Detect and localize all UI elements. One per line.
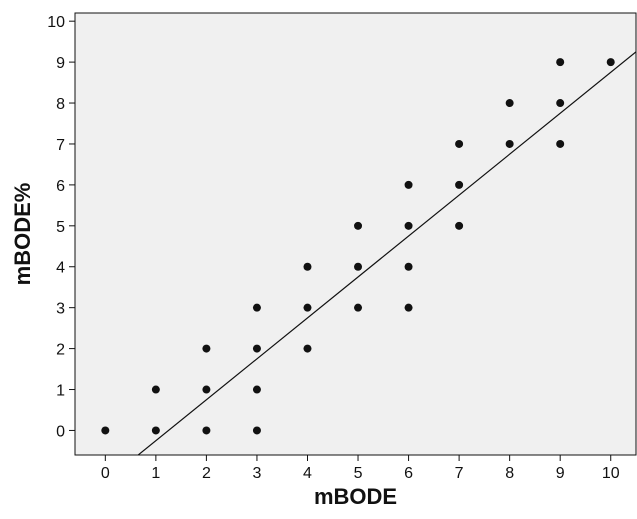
data-point xyxy=(505,99,514,108)
data-point xyxy=(354,221,363,230)
data-point xyxy=(354,262,363,271)
y-tick-label: 1 xyxy=(56,383,65,400)
data-point xyxy=(404,303,413,312)
data-point xyxy=(505,139,514,148)
y-axis-title: mBODE% xyxy=(10,183,35,286)
x-tick-label: 0 xyxy=(101,465,110,482)
x-tick-label: 10 xyxy=(602,465,620,482)
data-point xyxy=(252,303,261,312)
data-point xyxy=(151,385,160,394)
data-point xyxy=(404,180,413,189)
x-tick-label: 4 xyxy=(303,465,312,482)
y-tick-label: 8 xyxy=(56,96,65,113)
data-point xyxy=(252,385,261,394)
fit-line-layer xyxy=(137,51,636,455)
x-tick-label: 2 xyxy=(202,465,211,482)
x-tick-label: 6 xyxy=(404,465,413,482)
plot-area xyxy=(74,12,637,456)
x-tick-label: 7 xyxy=(455,465,464,482)
data-point xyxy=(354,303,363,312)
y-tick-label: 2 xyxy=(56,342,65,359)
data-point xyxy=(202,385,211,394)
data-point xyxy=(252,344,261,353)
x-tick-label: 8 xyxy=(505,465,514,482)
y-tick-label: 5 xyxy=(56,219,65,236)
data-point xyxy=(455,139,464,148)
x-tick-label: 9 xyxy=(556,465,565,482)
data-point xyxy=(556,139,565,148)
data-point xyxy=(455,180,464,189)
data-point xyxy=(303,344,312,353)
data-point xyxy=(303,303,312,312)
x-axis: 0 1 2 3 4 5 6 7 8 9 10 xyxy=(101,455,620,482)
data-point xyxy=(202,426,211,435)
data-point xyxy=(556,58,565,67)
data-point xyxy=(101,426,110,435)
points-layer xyxy=(101,58,615,435)
y-tick-label: 9 xyxy=(56,55,65,72)
data-point xyxy=(404,262,413,271)
y-tick-label: 4 xyxy=(56,260,65,277)
data-point xyxy=(252,426,261,435)
data-point xyxy=(303,262,312,271)
x-axis-title: mBODE xyxy=(314,484,397,509)
x-tick-label: 5 xyxy=(354,465,363,482)
data-point xyxy=(151,426,160,435)
y-tick-label: 10 xyxy=(47,14,65,31)
data-point xyxy=(202,344,211,353)
x-tick-label: 3 xyxy=(252,465,261,482)
data-point xyxy=(404,221,413,230)
fit-line xyxy=(137,51,636,455)
x-tick-label: 1 xyxy=(151,465,160,482)
y-axis: 0 1 2 3 4 5 6 7 8 9 10 xyxy=(47,14,75,440)
data-point xyxy=(556,99,565,108)
data-point xyxy=(606,58,615,67)
y-tick-label: 6 xyxy=(56,178,65,195)
y-tick-label: 3 xyxy=(56,301,65,318)
data-point xyxy=(455,221,464,230)
y-tick-label: 7 xyxy=(56,137,65,154)
y-tick-label: 0 xyxy=(56,423,65,440)
